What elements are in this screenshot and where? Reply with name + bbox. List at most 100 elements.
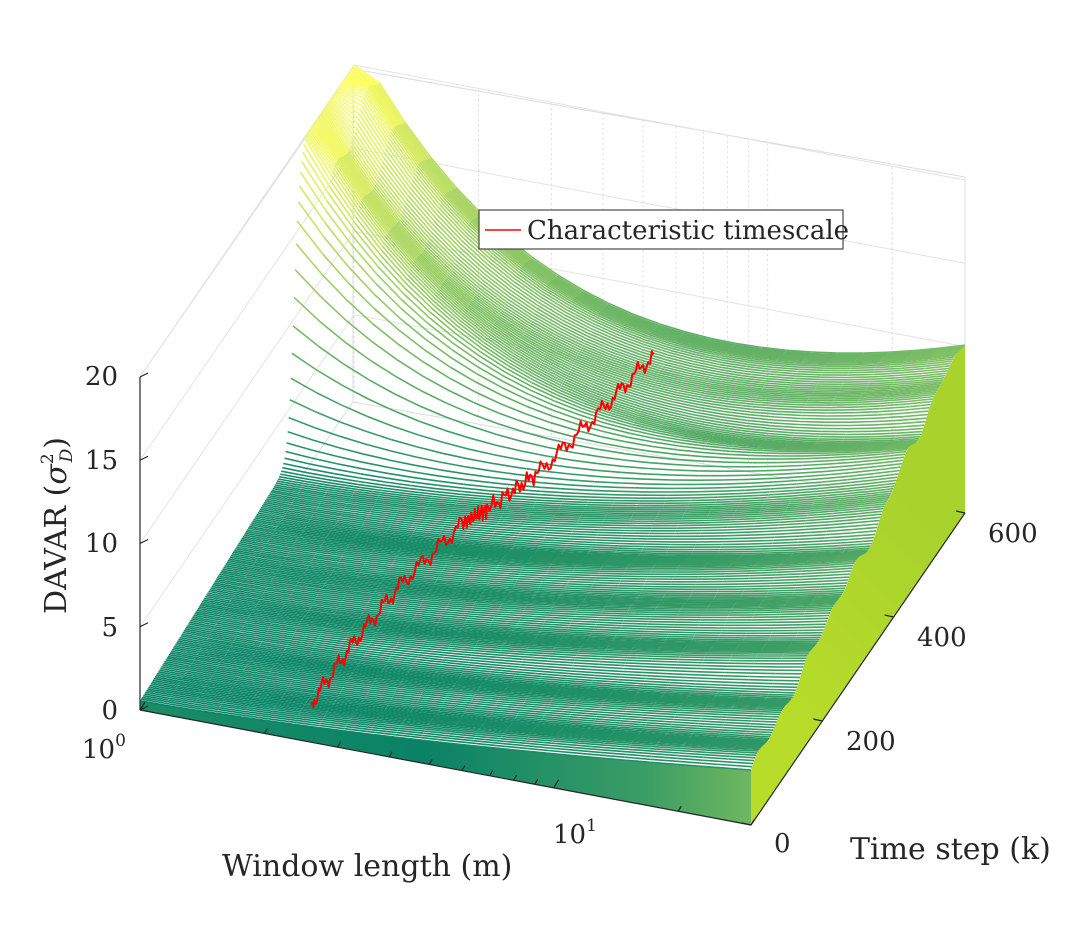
surface-curve-segment xyxy=(777,618,803,621)
surface-curve-segment xyxy=(579,740,605,744)
surface-curve-segment xyxy=(377,265,404,295)
surface-curve-segment xyxy=(524,262,551,282)
surface-curve-segment xyxy=(421,736,447,742)
surface-curve-segment xyxy=(799,420,825,423)
surface-curve-segment xyxy=(442,613,469,617)
surface-curve-segment xyxy=(348,720,375,725)
surface-curve-segment xyxy=(628,704,654,708)
surface-curve-segment xyxy=(411,534,438,540)
surface-curve-segment xyxy=(793,434,820,438)
surface-curve-segment xyxy=(822,541,848,545)
surface-curve-segment xyxy=(679,707,705,711)
surface-curve-segment xyxy=(600,369,627,380)
surface-curve-segment xyxy=(647,623,674,626)
surface-curve-segment xyxy=(547,660,574,664)
surface-curve-segment xyxy=(345,76,372,87)
surface-curve-segment xyxy=(330,618,356,624)
surface-curve-segment xyxy=(817,440,843,443)
surface-curve-segment xyxy=(425,245,452,272)
surface-curve-segment xyxy=(709,510,736,514)
surface-curve-segment xyxy=(322,542,348,548)
surface-curve-segment xyxy=(604,606,630,609)
surface-curve-segment xyxy=(224,565,251,571)
surface-curve-segment xyxy=(324,715,351,720)
surface-curve-segment xyxy=(859,396,886,400)
surface-curve-segment xyxy=(461,674,488,679)
surface-curve-segment xyxy=(602,307,630,321)
surface-curve-segment xyxy=(669,681,696,685)
surface-curve-segment xyxy=(245,708,272,714)
surface-curve-segment xyxy=(616,683,643,687)
surface-curve-segment xyxy=(500,394,527,407)
surface-curve-segment xyxy=(517,577,543,581)
surface-curve-segment xyxy=(497,523,524,528)
surface-curve-segment xyxy=(290,504,317,511)
surface-curve-segment xyxy=(310,457,337,465)
surface-curve-segment xyxy=(714,375,741,381)
surface-curve-segment xyxy=(255,650,282,656)
surface-curve-segment xyxy=(617,587,643,590)
surface-curve-segment xyxy=(780,355,806,360)
surface-curve-segment xyxy=(723,724,750,728)
surface-curve-segment xyxy=(819,488,845,492)
surface-curve-segment xyxy=(856,402,883,406)
surface-curve-segment xyxy=(399,638,425,643)
surface-curve-segment xyxy=(222,568,248,575)
surface-curve-segment xyxy=(643,632,669,636)
surface-curve-segment xyxy=(570,535,597,539)
surface-curve-segment xyxy=(463,580,489,584)
surface-curve-segment xyxy=(492,711,518,716)
surface-curve-segment xyxy=(526,560,553,564)
surface-curve-segment xyxy=(531,689,558,694)
surface-curve-segment xyxy=(323,541,349,546)
surface-curve-segment xyxy=(619,542,645,545)
surface-curve-segment xyxy=(436,624,463,629)
surface-curve-segment xyxy=(321,273,348,301)
surface-curve-segment xyxy=(370,84,398,127)
surface-curve-segment xyxy=(423,732,449,737)
surface-curve-segment xyxy=(740,696,767,699)
surface-curve-segment xyxy=(740,377,767,382)
surface-curve-segment xyxy=(278,613,305,619)
surface-curve-segment xyxy=(423,159,451,192)
surface-curve-segment xyxy=(349,587,376,592)
surface-curve-segment xyxy=(554,736,581,741)
surface-curve-segment xyxy=(805,454,831,457)
surface-curve-segment xyxy=(694,487,721,490)
surface-curve-segment xyxy=(488,674,514,679)
surface-curve-segment xyxy=(344,727,371,733)
surface-curve-segment xyxy=(401,299,429,324)
surface-curve-segment xyxy=(749,359,776,365)
surface-curve-segment xyxy=(625,615,651,618)
surface-curve-segment xyxy=(402,546,429,551)
surface-curve-segment xyxy=(502,513,529,517)
surface-curve-segment xyxy=(620,673,647,677)
surface-curve-segment xyxy=(474,390,501,405)
surface-curve-segment xyxy=(575,656,601,660)
surface-curve-segment xyxy=(394,646,421,652)
surface-curve-segment xyxy=(479,284,506,305)
surface-curve-segment xyxy=(236,546,262,553)
surface-curve-segment xyxy=(541,581,568,585)
surface-curve-segment xyxy=(654,704,681,707)
surface-curve-segment xyxy=(140,698,167,705)
surface-curve-segment xyxy=(601,367,628,378)
surface-curve-segment xyxy=(571,364,599,377)
surface-curve-segment xyxy=(448,190,476,219)
surface-curve-segment xyxy=(393,225,421,256)
surface-curve-segment xyxy=(531,598,557,602)
surface-curve-segment xyxy=(347,721,374,727)
surface-curve-segment xyxy=(703,756,729,760)
surface-curve-segment xyxy=(256,559,283,565)
surface-curve-segment xyxy=(535,371,562,387)
surface-curve-segment xyxy=(332,479,358,486)
surface-curve-segment xyxy=(573,297,600,313)
surface-curve-segment xyxy=(277,702,304,708)
surface-curve-segment xyxy=(892,381,919,386)
surface-curve-segment xyxy=(353,135,380,174)
surface-curve-segment xyxy=(929,354,956,360)
surface-curve-segment xyxy=(443,567,469,572)
surface-curve-segment xyxy=(674,716,701,720)
surface-curve-segment xyxy=(271,668,298,674)
surface-curve-segment xyxy=(703,710,730,714)
